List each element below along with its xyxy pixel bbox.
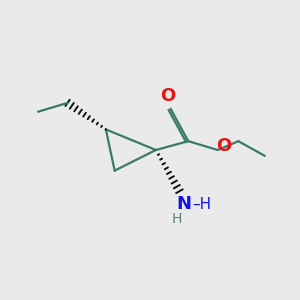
Text: N: N bbox=[176, 196, 191, 214]
Text: O: O bbox=[216, 136, 231, 154]
Text: H: H bbox=[171, 212, 182, 226]
Text: –H: –H bbox=[192, 197, 211, 212]
Text: O: O bbox=[160, 87, 175, 105]
